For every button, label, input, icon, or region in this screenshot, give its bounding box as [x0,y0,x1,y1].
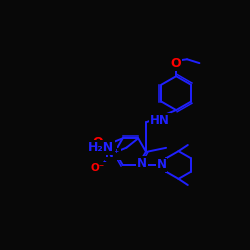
Text: H₂N: H₂N [88,141,114,154]
Text: N⁺: N⁺ [106,149,120,159]
Text: O: O [92,136,103,149]
Text: O⁻: O⁻ [91,162,105,172]
Text: N: N [156,158,166,172]
Text: HN: HN [150,114,170,127]
Text: N: N [137,157,147,170]
Text: O: O [171,56,181,70]
Text: N: N [106,147,116,160]
